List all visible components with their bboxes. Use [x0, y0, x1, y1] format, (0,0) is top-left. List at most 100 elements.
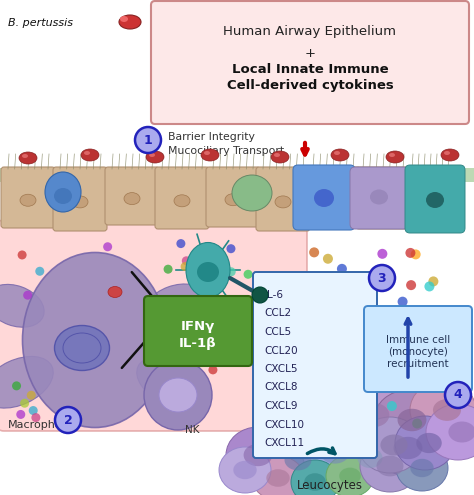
Ellipse shape: [144, 360, 212, 430]
Ellipse shape: [144, 284, 206, 328]
Circle shape: [406, 280, 416, 290]
Circle shape: [398, 297, 408, 307]
Ellipse shape: [416, 433, 442, 453]
Ellipse shape: [302, 423, 368, 481]
Text: 3: 3: [378, 271, 386, 285]
Ellipse shape: [375, 195, 391, 207]
Circle shape: [164, 265, 173, 274]
Circle shape: [35, 267, 44, 276]
Text: CXCL9: CXCL9: [264, 401, 298, 411]
Ellipse shape: [225, 194, 241, 206]
Circle shape: [176, 239, 185, 248]
FancyBboxPatch shape: [206, 167, 260, 227]
Ellipse shape: [226, 427, 290, 483]
Circle shape: [55, 407, 81, 433]
Circle shape: [394, 339, 404, 349]
Ellipse shape: [342, 433, 398, 483]
Circle shape: [29, 406, 38, 415]
Circle shape: [20, 399, 29, 408]
Ellipse shape: [389, 153, 395, 157]
Circle shape: [387, 401, 397, 411]
Ellipse shape: [357, 448, 383, 468]
Circle shape: [414, 312, 424, 322]
Text: 4: 4: [454, 389, 462, 401]
Text: CXCL11: CXCL11: [264, 438, 304, 448]
Circle shape: [18, 250, 27, 259]
Text: +: +: [304, 47, 316, 60]
Circle shape: [215, 348, 224, 357]
Circle shape: [445, 382, 471, 408]
Ellipse shape: [137, 356, 207, 408]
Ellipse shape: [186, 243, 230, 297]
Ellipse shape: [448, 422, 474, 443]
FancyBboxPatch shape: [144, 296, 252, 366]
Text: Human Airway Epithelium: Human Airway Epithelium: [224, 25, 396, 38]
Circle shape: [405, 248, 415, 258]
Circle shape: [425, 364, 436, 374]
Text: CXCL10: CXCL10: [264, 419, 304, 430]
FancyBboxPatch shape: [364, 306, 472, 392]
Ellipse shape: [19, 152, 37, 164]
Ellipse shape: [386, 151, 404, 163]
FancyBboxPatch shape: [405, 165, 465, 233]
Text: IFNγ
IL-1β: IFNγ IL-1β: [179, 320, 217, 350]
FancyBboxPatch shape: [256, 167, 310, 231]
FancyBboxPatch shape: [253, 272, 377, 458]
Circle shape: [252, 287, 268, 303]
Circle shape: [377, 249, 387, 259]
Ellipse shape: [55, 326, 109, 370]
FancyBboxPatch shape: [155, 167, 209, 229]
Text: 2: 2: [64, 413, 73, 427]
Circle shape: [428, 276, 438, 287]
Ellipse shape: [252, 456, 304, 495]
Circle shape: [384, 382, 394, 393]
Ellipse shape: [284, 449, 311, 470]
Ellipse shape: [360, 440, 420, 492]
Ellipse shape: [84, 151, 90, 155]
Ellipse shape: [146, 151, 164, 163]
Ellipse shape: [325, 194, 341, 206]
Ellipse shape: [204, 151, 210, 155]
Ellipse shape: [444, 151, 450, 155]
Circle shape: [369, 265, 395, 291]
Circle shape: [209, 365, 218, 374]
Circle shape: [182, 256, 191, 265]
Ellipse shape: [159, 378, 197, 412]
Ellipse shape: [54, 188, 72, 204]
Text: CCL20: CCL20: [264, 346, 298, 355]
Text: IL-6: IL-6: [264, 290, 283, 300]
Ellipse shape: [271, 151, 289, 163]
Ellipse shape: [0, 285, 44, 327]
Ellipse shape: [396, 445, 448, 491]
Ellipse shape: [304, 473, 326, 491]
Circle shape: [388, 372, 399, 382]
Text: Barrier Integrity
Mucociliary Transport: Barrier Integrity Mucociliary Transport: [168, 132, 284, 156]
Circle shape: [103, 242, 112, 251]
Ellipse shape: [174, 195, 190, 207]
FancyBboxPatch shape: [0, 220, 307, 431]
Circle shape: [243, 297, 252, 305]
Text: CCL5: CCL5: [264, 327, 291, 337]
Circle shape: [252, 346, 261, 355]
Ellipse shape: [233, 461, 257, 479]
Circle shape: [410, 249, 420, 259]
Ellipse shape: [441, 149, 459, 161]
Ellipse shape: [22, 252, 167, 428]
Bar: [0, 168, 474, 182]
FancyBboxPatch shape: [405, 167, 455, 226]
Ellipse shape: [201, 149, 219, 161]
Ellipse shape: [381, 435, 408, 455]
Text: CXCL5: CXCL5: [264, 364, 298, 374]
Ellipse shape: [197, 262, 219, 282]
Circle shape: [273, 396, 283, 405]
Circle shape: [282, 374, 291, 383]
Circle shape: [431, 321, 441, 331]
Circle shape: [135, 127, 161, 153]
Circle shape: [281, 380, 290, 389]
Circle shape: [412, 418, 422, 429]
Ellipse shape: [376, 455, 403, 476]
Ellipse shape: [331, 149, 349, 161]
Text: Macrophage: Macrophage: [8, 420, 77, 430]
Ellipse shape: [433, 399, 461, 421]
Circle shape: [12, 381, 21, 391]
